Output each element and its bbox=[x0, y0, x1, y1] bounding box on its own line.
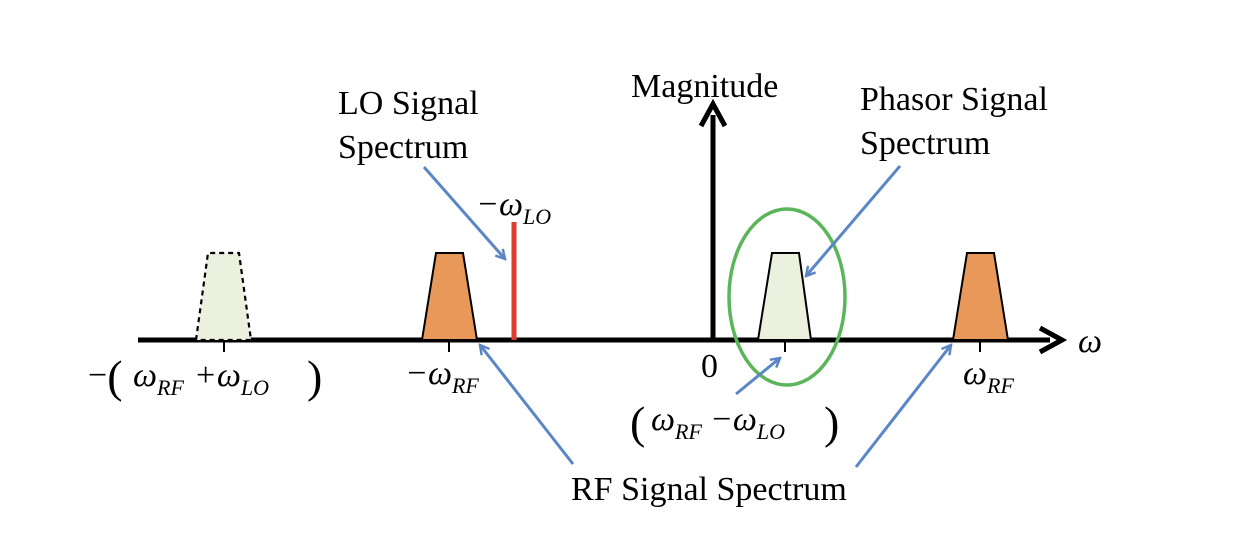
arrow-rf-neg bbox=[480, 345, 575, 465]
rf-spectrum-positive bbox=[951, 252, 1010, 341]
image-spectrum-dashed bbox=[194, 251, 253, 342]
rf-spectrum-negative bbox=[420, 252, 479, 341]
arrow-rf-pos bbox=[854, 345, 951, 468]
rf-label: RF Signal Spectrum bbox=[571, 471, 847, 508]
neg-rf-label: −ωRF bbox=[405, 355, 479, 398]
pos-rf-label: ωRF bbox=[963, 355, 1014, 398]
lo-label-line2: Spectrum bbox=[338, 129, 468, 166]
arrow-diff bbox=[735, 358, 780, 396]
diff-label-open: ( bbox=[630, 397, 645, 448]
neg-lo-label: −ωLO bbox=[476, 186, 551, 229]
arrow-phasor bbox=[806, 165, 902, 276]
x-axis-symbol: ω bbox=[1078, 323, 1102, 360]
phasor-spectrum bbox=[756, 252, 813, 341]
diff-label-body: ωRF −ωLO bbox=[651, 401, 785, 444]
diff-label-close: ) bbox=[824, 397, 839, 448]
origin-label: 0 bbox=[701, 348, 718, 385]
sum-label-open: −( bbox=[88, 351, 123, 402]
phasor-highlight-ellipse bbox=[727, 207, 847, 387]
arrow-lo bbox=[422, 166, 505, 259]
sum-label-body: ωRF +ωLO bbox=[133, 357, 269, 400]
sum-label-close: ) bbox=[307, 351, 322, 402]
y-axis-label: Magnitude bbox=[631, 68, 778, 105]
phasor-label-line2: Spectrum bbox=[860, 125, 990, 162]
phasor-label-line1: Phasor Signal bbox=[860, 81, 1048, 118]
y-axis-arrowhead bbox=[698, 98, 728, 128]
lo-label-line1: LO Signal bbox=[338, 85, 479, 122]
x-axis-arrowhead bbox=[1038, 325, 1068, 355]
